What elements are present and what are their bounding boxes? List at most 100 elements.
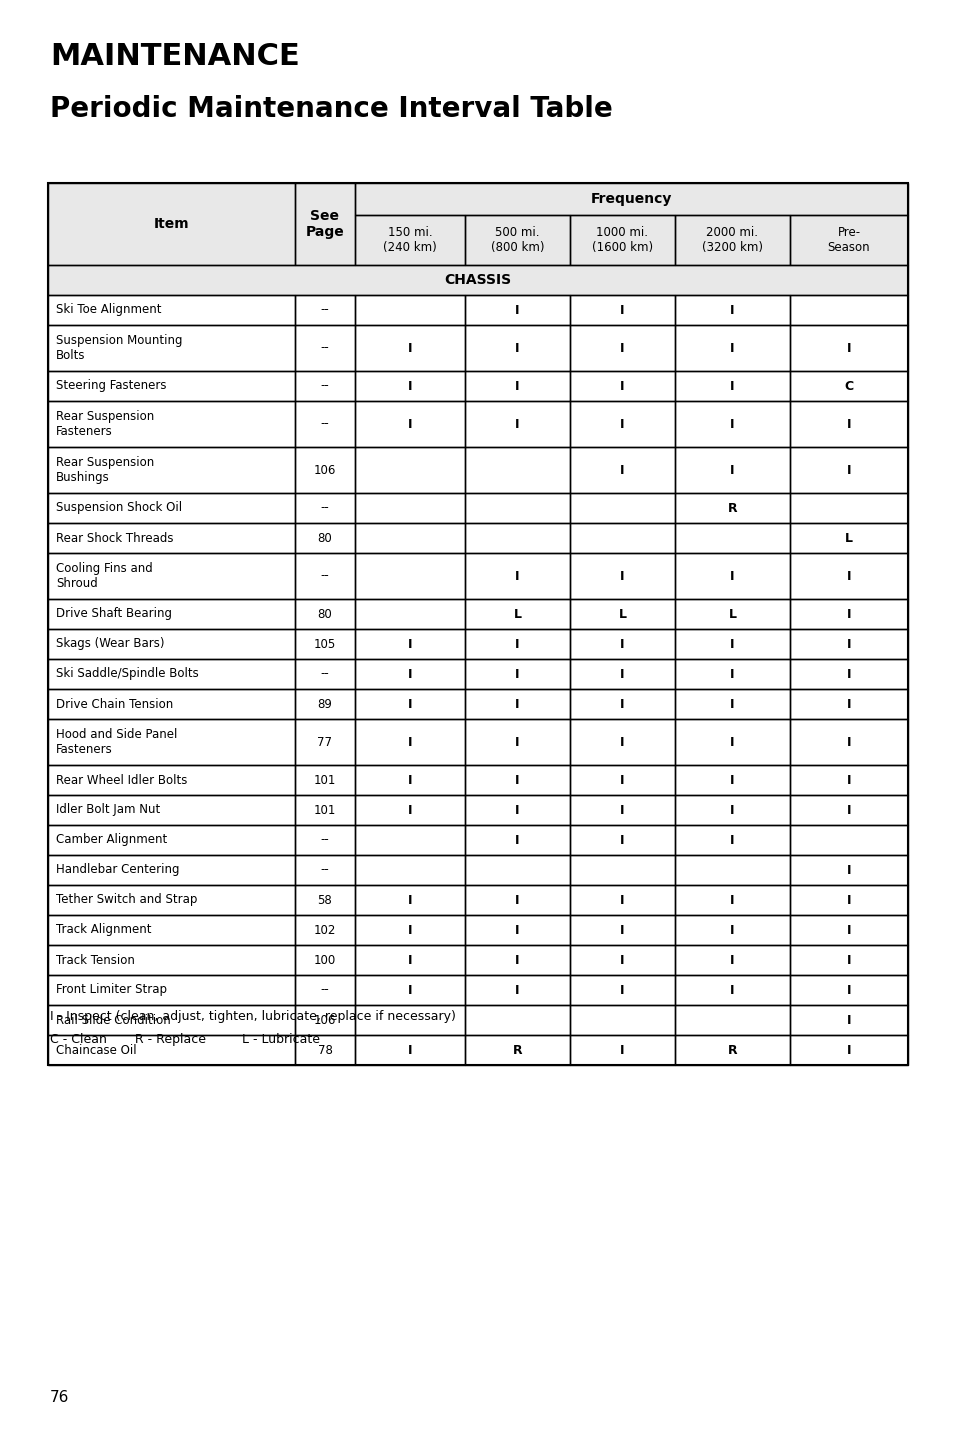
Bar — [675, 824, 789, 855]
Text: I: I — [515, 637, 519, 650]
Text: Rear Suspension
Bushings: Rear Suspension Bushings — [56, 457, 154, 484]
Text: I: I — [729, 774, 734, 787]
Bar — [464, 553, 569, 599]
Bar — [294, 326, 355, 371]
Bar — [675, 326, 789, 371]
Bar — [48, 976, 294, 1005]
Bar — [294, 523, 355, 553]
Text: Handlebar Centering: Handlebar Centering — [56, 864, 179, 877]
Text: 106: 106 — [314, 464, 335, 477]
Bar — [675, 1005, 789, 1035]
Text: I: I — [515, 804, 519, 817]
Bar — [789, 885, 907, 915]
Text: --: -- — [320, 667, 329, 680]
Bar — [294, 689, 355, 718]
Text: I: I — [619, 833, 624, 846]
Text: 1000 mi.
(1600 km): 1000 mi. (1600 km) — [591, 225, 653, 254]
Bar — [675, 976, 789, 1005]
Bar — [569, 1035, 675, 1064]
Bar — [48, 326, 294, 371]
Text: Tether Switch and Strap: Tether Switch and Strap — [56, 894, 197, 906]
Text: Front Limiter Strap: Front Limiter Strap — [56, 983, 167, 996]
Text: I: I — [846, 954, 850, 967]
Bar — [48, 855, 294, 885]
Text: I: I — [619, 667, 624, 680]
Text: I: I — [729, 804, 734, 817]
Bar — [355, 885, 464, 915]
Text: L: L — [618, 608, 626, 621]
Bar — [294, 493, 355, 523]
Bar — [789, 765, 907, 795]
Text: I: I — [619, 304, 624, 317]
Bar — [569, 915, 675, 945]
Bar — [48, 659, 294, 689]
Bar — [675, 718, 789, 765]
Bar — [48, 493, 294, 523]
Bar — [355, 689, 464, 718]
Bar — [789, 915, 907, 945]
Bar — [355, 659, 464, 689]
Text: I: I — [846, 637, 850, 650]
Bar — [294, 183, 355, 265]
Bar — [355, 976, 464, 1005]
Bar — [48, 265, 907, 295]
Text: I: I — [846, 923, 850, 936]
Text: I: I — [515, 983, 519, 996]
Text: I: I — [846, 698, 850, 711]
Bar — [464, 599, 569, 630]
Bar — [48, 523, 294, 553]
Bar — [464, 915, 569, 945]
Text: 100: 100 — [314, 954, 335, 967]
Text: 80: 80 — [317, 532, 332, 544]
Bar — [789, 371, 907, 401]
Text: I: I — [846, 570, 850, 583]
Bar — [569, 795, 675, 824]
Bar — [464, 1005, 569, 1035]
Bar — [48, 718, 294, 765]
Bar — [355, 215, 464, 265]
Bar — [464, 523, 569, 553]
Bar — [789, 659, 907, 689]
Text: R: R — [512, 1044, 521, 1057]
Bar — [48, 1035, 294, 1064]
Text: Camber Alignment: Camber Alignment — [56, 833, 167, 846]
Bar — [789, 824, 907, 855]
Text: I: I — [407, 342, 412, 355]
Text: Rear Shock Threads: Rear Shock Threads — [56, 532, 173, 544]
Bar — [675, 215, 789, 265]
Text: I: I — [729, 736, 734, 749]
Text: I: I — [729, 637, 734, 650]
Text: I: I — [515, 342, 519, 355]
Text: I: I — [729, 833, 734, 846]
Bar — [355, 401, 464, 446]
Bar — [464, 765, 569, 795]
Bar — [675, 795, 789, 824]
Text: I: I — [729, 894, 734, 906]
Text: I: I — [729, 923, 734, 936]
Bar — [569, 523, 675, 553]
Bar — [355, 326, 464, 371]
Text: I: I — [729, 983, 734, 996]
Bar — [789, 855, 907, 885]
Text: 78: 78 — [317, 1044, 332, 1057]
Bar — [355, 824, 464, 855]
Text: I: I — [729, 342, 734, 355]
Text: Idler Bolt Jam Nut: Idler Bolt Jam Nut — [56, 804, 160, 817]
Text: I: I — [729, 417, 734, 430]
Text: Suspension Shock Oil: Suspension Shock Oil — [56, 502, 182, 515]
Bar — [464, 493, 569, 523]
Bar — [789, 945, 907, 976]
Bar — [569, 371, 675, 401]
Text: Rear Suspension
Fasteners: Rear Suspension Fasteners — [56, 410, 154, 438]
Bar — [569, 1005, 675, 1035]
Text: I: I — [515, 954, 519, 967]
Text: I: I — [619, 804, 624, 817]
Text: Suspension Mounting
Bolts: Suspension Mounting Bolts — [56, 334, 182, 362]
Bar — [355, 718, 464, 765]
Text: Track Alignment: Track Alignment — [56, 923, 152, 936]
Text: See
Page: See Page — [305, 209, 344, 238]
Text: Ski Saddle/Spindle Bolts: Ski Saddle/Spindle Bolts — [56, 667, 198, 680]
Bar — [569, 401, 675, 446]
Bar — [675, 765, 789, 795]
Text: --: -- — [320, 342, 329, 355]
